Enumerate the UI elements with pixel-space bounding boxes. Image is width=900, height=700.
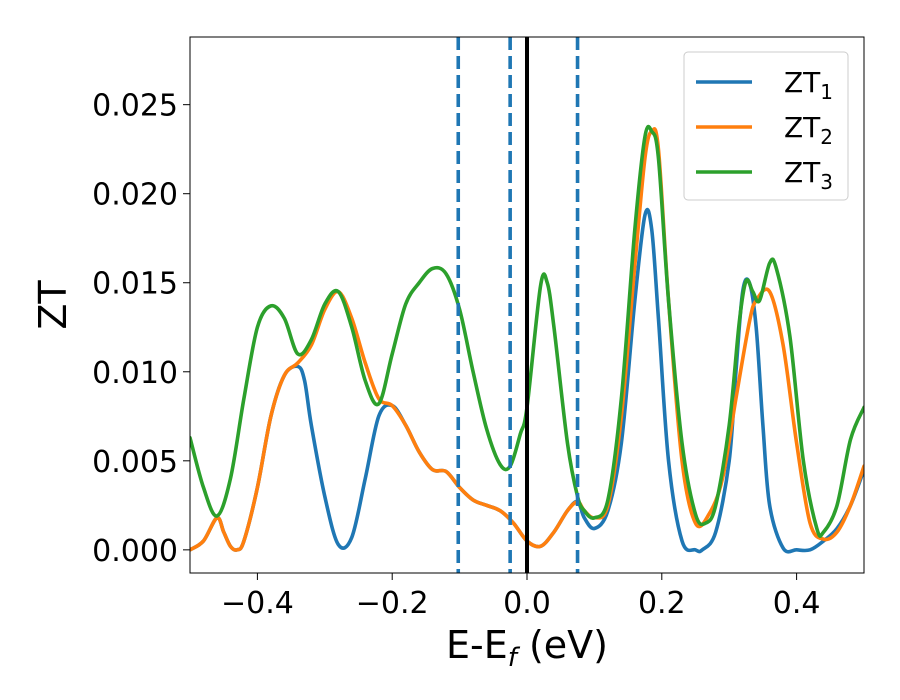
legend-box [683, 51, 849, 201]
legend-label-zt3: ZT3 [784, 156, 833, 194]
x-tick-label: −0.2 [356, 586, 429, 621]
x-tick-label: 0.0 [503, 586, 551, 621]
series-line-zt3 [190, 124, 864, 538]
legend-label-zt1: ZT1 [784, 66, 833, 104]
y-axis-label: ZT [31, 280, 75, 330]
y-tick-label: 0.015 [92, 267, 178, 302]
x-tick-label: 0.2 [638, 586, 686, 621]
reference-lines [456, 37, 580, 573]
series-line-zt2 [190, 127, 864, 552]
y-tick-label: 0.000 [92, 534, 178, 569]
y-axis-ticks: 0.000 0.005 0.010 0.015 0.020 0.025 [92, 89, 190, 569]
legend: ZT1 ZT2 ZT3 [683, 51, 849, 201]
plot-area [190, 124, 864, 554]
x-tick-label: −0.4 [221, 586, 294, 621]
x-axis-label: E-Ef (eV) [446, 623, 608, 673]
y-tick-label: 0.020 [92, 178, 178, 213]
legend-label-zt2: ZT2 [784, 111, 833, 149]
y-tick-label: 0.005 [92, 445, 178, 480]
x-axis-ticks: −0.4 −0.2 0.0 0.2 0.4 [221, 573, 820, 621]
y-tick-label: 0.025 [92, 89, 178, 124]
y-tick-label: 0.010 [92, 356, 178, 391]
x-tick-label: 0.4 [773, 586, 821, 621]
